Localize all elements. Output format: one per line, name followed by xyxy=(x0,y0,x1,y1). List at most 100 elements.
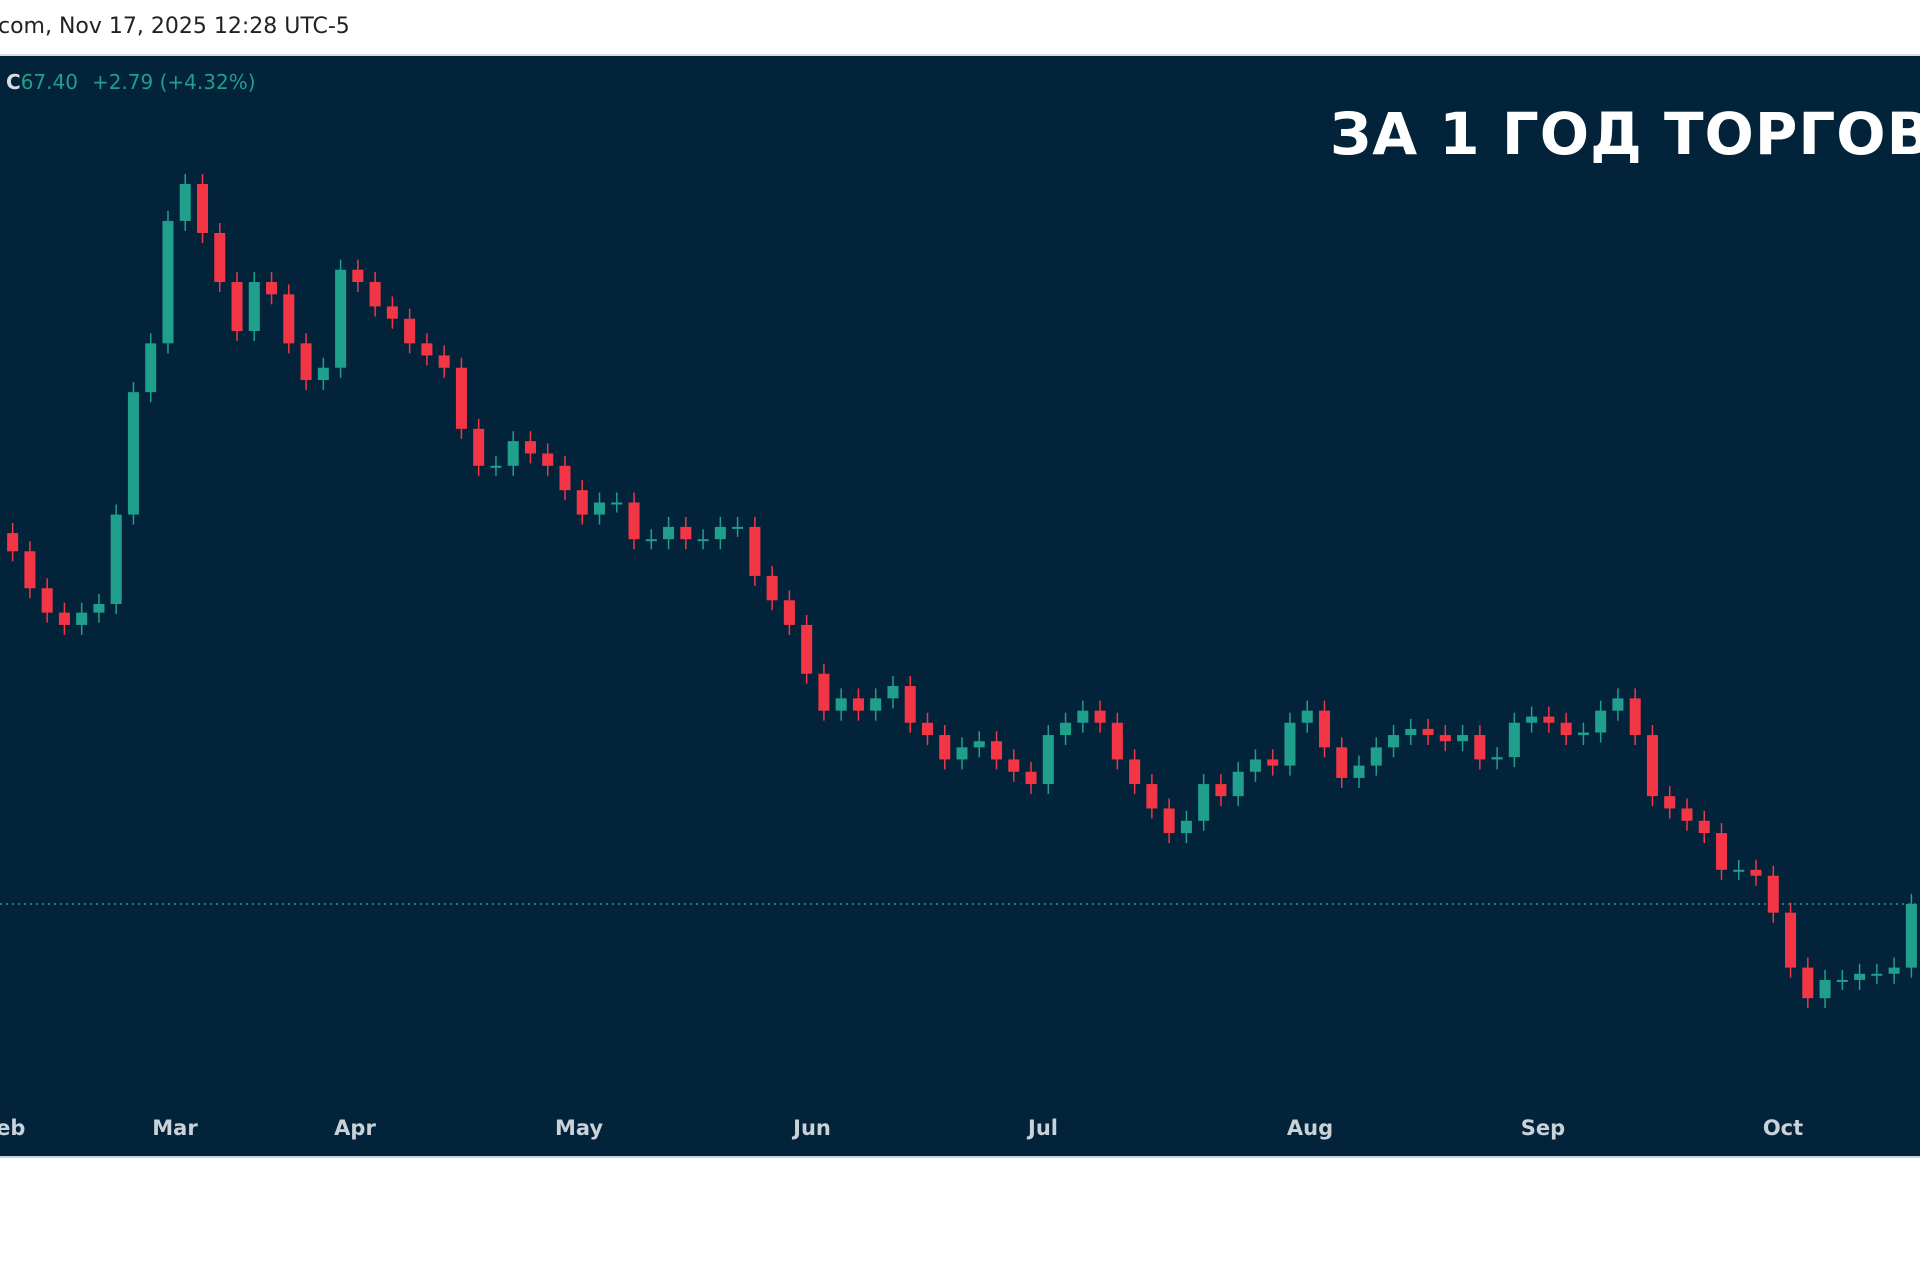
candle xyxy=(7,523,19,562)
candle-body xyxy=(1836,979,1848,982)
candle-body xyxy=(421,343,433,356)
candle-body xyxy=(697,539,709,542)
x-tick-label: Oct xyxy=(1762,1116,1804,1140)
candle xyxy=(1422,718,1434,746)
candle-body xyxy=(1129,759,1141,785)
candle-body xyxy=(1819,979,1831,999)
candle xyxy=(645,529,657,550)
candle xyxy=(369,272,381,317)
candle xyxy=(1491,747,1503,770)
candle-body xyxy=(369,282,381,307)
candle-body xyxy=(490,465,502,468)
candle-body xyxy=(818,673,830,711)
x-tick-label: May xyxy=(554,1116,604,1140)
candle-body xyxy=(196,183,209,234)
footer-area xyxy=(0,1156,1920,1282)
candle xyxy=(1111,712,1123,770)
candle-body xyxy=(473,428,485,466)
candle xyxy=(939,725,951,770)
candle-body xyxy=(1094,710,1106,723)
candle xyxy=(1474,725,1486,770)
candle xyxy=(41,578,53,623)
candle xyxy=(1025,761,1037,795)
candle xyxy=(352,259,364,293)
candle xyxy=(1146,774,1158,819)
candle-body xyxy=(1733,869,1745,872)
candle-body xyxy=(1042,735,1054,785)
candle-body xyxy=(1370,747,1382,766)
candle-body xyxy=(179,183,191,221)
candle xyxy=(628,492,640,550)
candle-body xyxy=(248,282,260,332)
x-tick-label: Apr xyxy=(334,1116,376,1140)
candle xyxy=(1353,755,1365,788)
candle xyxy=(248,272,260,342)
candle xyxy=(1318,700,1331,758)
candle-body xyxy=(766,575,778,601)
candle xyxy=(1543,706,1555,733)
candle xyxy=(663,516,675,550)
candle xyxy=(766,565,778,611)
candle-body xyxy=(939,735,951,760)
candle-body xyxy=(1457,735,1469,742)
candle xyxy=(266,272,278,305)
candle-body xyxy=(352,269,364,283)
candle xyxy=(110,504,122,614)
candle xyxy=(1785,902,1797,978)
candle-body xyxy=(714,526,726,540)
candle-body xyxy=(1474,735,1486,760)
candle-body xyxy=(1025,771,1037,785)
candle-body xyxy=(317,367,329,381)
candle-body xyxy=(663,526,675,540)
candle xyxy=(1629,688,1641,746)
candle-body xyxy=(1577,732,1589,736)
candle xyxy=(783,590,795,635)
candle-body xyxy=(335,269,347,368)
candlestick-chart[interactable]: C67.40 +2.79 (+4.32%) ЗА 1 ГОД ТОРГОВ - F… xyxy=(0,56,1920,1156)
candle-body xyxy=(58,612,70,625)
candle xyxy=(1232,761,1244,807)
change-value: +2.79 (+4.32%) xyxy=(91,70,256,94)
candle xyxy=(593,492,606,525)
candle xyxy=(1370,737,1382,776)
candle xyxy=(1267,749,1279,776)
candle-body xyxy=(559,465,571,491)
candle-body xyxy=(1664,796,1676,809)
x-tick-label: Jul xyxy=(1028,1116,1058,1140)
candle-body xyxy=(611,502,623,505)
candle-body xyxy=(1854,973,1866,980)
candle-body xyxy=(93,603,105,613)
candle-body xyxy=(887,686,899,699)
candle-body xyxy=(438,355,450,368)
candle-body xyxy=(266,282,278,295)
candle-body xyxy=(524,441,536,454)
x-tick-label: Sep xyxy=(1520,1116,1566,1140)
candle xyxy=(162,210,174,354)
candle xyxy=(1836,969,1848,990)
source-timestamp: com, Nov 17, 2025 12:28 UTC-5 xyxy=(0,14,350,39)
candle-body xyxy=(852,698,864,711)
candle xyxy=(1129,749,1141,795)
candle-body xyxy=(1595,710,1607,733)
candle xyxy=(1284,712,1296,776)
candle-body xyxy=(7,533,19,552)
candle-body xyxy=(1353,765,1365,778)
x-tick-label: Aug xyxy=(1286,1116,1334,1140)
candle-body xyxy=(455,367,467,429)
candle-body xyxy=(283,294,295,344)
candle xyxy=(1094,700,1106,733)
candle xyxy=(196,173,209,244)
candle-body xyxy=(1267,759,1279,766)
candle xyxy=(455,357,467,439)
candle xyxy=(714,516,726,550)
candle-body xyxy=(1715,833,1728,870)
candle xyxy=(1681,798,1693,831)
candle-body xyxy=(956,747,968,760)
candle xyxy=(145,333,157,403)
candle xyxy=(1439,725,1451,752)
candle-body xyxy=(24,551,36,589)
candle xyxy=(300,333,312,391)
candle-body xyxy=(1336,747,1348,778)
candle-body xyxy=(1543,716,1555,723)
candle xyxy=(507,431,519,476)
